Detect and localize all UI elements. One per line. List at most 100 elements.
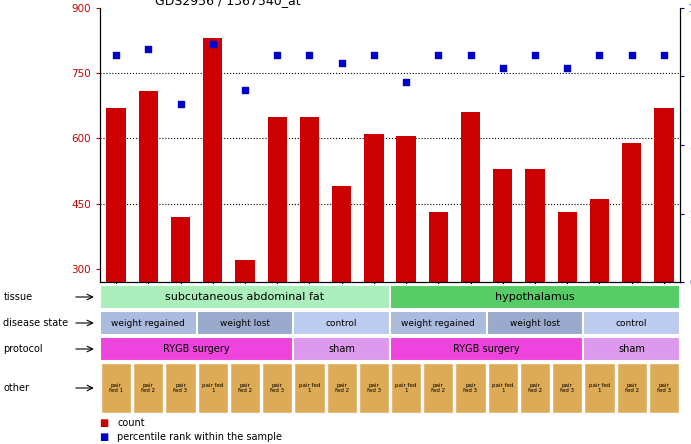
Bar [486, 310, 583, 336]
Bar [300, 117, 319, 400]
Bar [359, 363, 389, 413]
Bar [294, 310, 390, 336]
Bar [171, 217, 190, 400]
Text: pair
fed 3: pair fed 3 [464, 383, 477, 393]
Text: control: control [326, 318, 357, 328]
Point [659, 51, 670, 58]
Bar [230, 363, 260, 413]
Bar [461, 112, 480, 400]
Bar [428, 212, 448, 400]
Text: pair
fed 3: pair fed 3 [560, 383, 574, 393]
Text: weight lost: weight lost [510, 318, 560, 328]
Bar [262, 363, 292, 413]
Bar [390, 285, 680, 309]
Text: ■: ■ [100, 432, 113, 442]
Bar [397, 136, 416, 400]
Text: pair
fed 2: pair fed 2 [334, 383, 349, 393]
Text: disease state: disease state [3, 318, 68, 328]
Point [207, 40, 218, 47]
Bar [391, 363, 422, 413]
Point [626, 51, 637, 58]
Bar [488, 363, 518, 413]
Bar [139, 91, 158, 400]
Bar [583, 337, 680, 361]
Text: ■: ■ [100, 418, 113, 428]
Point [562, 65, 573, 72]
Text: pair fed
1: pair fed 1 [299, 383, 320, 393]
Text: weight regained: weight regained [111, 318, 185, 328]
Point [433, 51, 444, 58]
Bar [294, 337, 390, 361]
Point [368, 51, 379, 58]
Text: percentile rank within the sample: percentile rank within the sample [117, 432, 283, 442]
Bar [198, 363, 228, 413]
Text: pair
fed 2: pair fed 2 [141, 383, 155, 393]
Bar [590, 199, 609, 400]
Text: subcutaneous abdominal fat: subcutaneous abdominal fat [165, 292, 325, 302]
Bar [390, 310, 486, 336]
Text: pair
fed 1: pair fed 1 [109, 383, 123, 393]
Bar [585, 363, 614, 413]
Text: other: other [3, 383, 30, 393]
Point [240, 87, 251, 94]
Bar [294, 363, 325, 413]
Bar [133, 363, 164, 413]
Text: GDS2956 / 1367540_at: GDS2956 / 1367540_at [155, 0, 301, 7]
Point [529, 51, 540, 58]
Bar [197, 310, 294, 336]
Point [111, 51, 122, 58]
Text: pair
fed 2: pair fed 2 [528, 383, 542, 393]
Bar [654, 108, 674, 400]
Text: pair fed
1: pair fed 1 [202, 383, 223, 393]
Bar [583, 310, 680, 336]
Text: sham: sham [328, 344, 355, 354]
Point [498, 65, 509, 72]
Bar [101, 363, 131, 413]
Text: RYGB surgery: RYGB surgery [453, 344, 520, 354]
Text: pair
fed 2: pair fed 2 [431, 383, 446, 393]
Bar [100, 310, 197, 336]
Text: pair
fed 3: pair fed 3 [657, 383, 671, 393]
Text: protocol: protocol [3, 344, 43, 354]
Text: pair fed
1: pair fed 1 [492, 383, 513, 393]
Text: sham: sham [618, 344, 645, 354]
Bar [390, 337, 583, 361]
Text: pair
fed 3: pair fed 3 [173, 383, 188, 393]
Bar [100, 285, 390, 309]
Bar [649, 363, 679, 413]
Bar [520, 363, 550, 413]
Bar [622, 143, 641, 400]
Point [272, 51, 283, 58]
Bar [203, 39, 223, 400]
Bar [455, 363, 486, 413]
Point [143, 46, 154, 53]
Bar [552, 363, 583, 413]
Text: tissue: tissue [3, 292, 32, 302]
Bar [423, 363, 453, 413]
Bar [616, 363, 647, 413]
Bar [327, 363, 357, 413]
Bar [493, 169, 513, 400]
Bar [332, 186, 351, 400]
Point [401, 79, 412, 86]
Text: weight lost: weight lost [220, 318, 270, 328]
Text: pair
fed 2: pair fed 2 [625, 383, 638, 393]
Point [304, 51, 315, 58]
Bar [236, 260, 255, 400]
Bar [100, 337, 294, 361]
Text: pair fed
1: pair fed 1 [395, 383, 417, 393]
Text: weight regained: weight regained [401, 318, 475, 328]
Point [594, 51, 605, 58]
Bar [106, 108, 126, 400]
Text: pair
fed 2: pair fed 2 [238, 383, 252, 393]
Text: pair
fed 3: pair fed 3 [270, 383, 284, 393]
Bar [364, 134, 384, 400]
Bar [525, 169, 545, 400]
Bar [558, 212, 577, 400]
Text: control: control [616, 318, 647, 328]
Text: pair
fed 3: pair fed 3 [367, 383, 381, 393]
Point [175, 100, 186, 107]
Text: count: count [117, 418, 145, 428]
Text: pair fed
1: pair fed 1 [589, 383, 610, 393]
Bar [267, 117, 287, 400]
